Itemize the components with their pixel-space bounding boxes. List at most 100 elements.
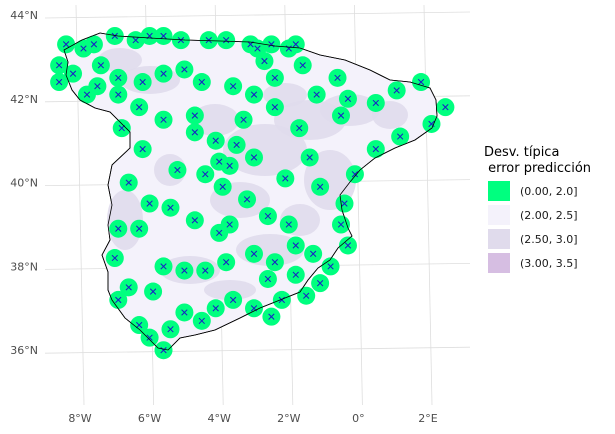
- station-marker-38: [397, 133, 404, 140]
- station-marker-80: [118, 124, 125, 132]
- station-marker-2: [90, 41, 98, 48]
- station-marker-8: [223, 36, 230, 44]
- station-marker-83: [146, 200, 153, 207]
- station-marker-29: [299, 62, 306, 69]
- station-marker-7: [205, 36, 212, 44]
- station-marker-51: [229, 296, 237, 304]
- station-marker-76: [212, 137, 219, 144]
- station-marker-34: [393, 87, 400, 94]
- station-marker-16: [55, 78, 63, 86]
- station-marker-20: [115, 74, 122, 82]
- station-marker-17: [69, 70, 77, 77]
- legend-label-3: (3.00, 3.5]: [520, 257, 578, 270]
- station-marker-93: [271, 104, 279, 111]
- station-marker-42: [337, 221, 345, 228]
- station-marker-3: [111, 32, 118, 40]
- station-marker-35: [417, 78, 425, 86]
- station-marker-87: [160, 263, 167, 270]
- station-markers: [50, 26, 455, 360]
- station-marker-102: [115, 91, 122, 98]
- station-marker-11: [268, 41, 275, 48]
- legend-title-line1: Desv. típica: [484, 145, 559, 160]
- y-tick-label-2: 40°N: [10, 177, 38, 190]
- station-marker-18: [83, 91, 91, 98]
- station-marker-30: [313, 91, 320, 98]
- station-marker-22: [160, 70, 167, 77]
- legend: Desv. típica error predicción (0.00, 2.0…: [484, 145, 591, 273]
- station-marker-52: [212, 305, 219, 312]
- station-marker-36: [442, 104, 449, 111]
- station-marker-67: [292, 242, 299, 249]
- station-marker-26: [250, 91, 258, 98]
- station-marker-48: [278, 296, 285, 304]
- x-tick-label-1: 6°W: [138, 412, 161, 425]
- grid-line-lon-5: [423, 4, 433, 406]
- grid-line-lat-0: [44, 11, 471, 19]
- station-marker-66: [271, 259, 279, 266]
- x-tick-label-5: 2°E: [418, 412, 437, 425]
- station-marker-55: [167, 326, 174, 333]
- station-marker-39: [372, 145, 379, 153]
- station-marker-65: [250, 250, 258, 257]
- station-marker-40: [351, 171, 359, 178]
- x-tick-label-4: 0°: [352, 412, 365, 425]
- station-marker-82: [125, 179, 132, 186]
- station-marker-62: [181, 267, 188, 274]
- y-tick-label-3: 38°N: [10, 260, 38, 273]
- station-marker-28: [271, 74, 279, 82]
- x-tick-label-0: 8°W: [68, 412, 91, 425]
- legend-key-2: [488, 229, 510, 249]
- station-marker-63: [202, 267, 209, 274]
- station-marker-97: [240, 116, 247, 123]
- station-marker-74: [226, 162, 233, 169]
- station-marker-15: [55, 62, 63, 69]
- patch-high-error-12: [204, 280, 256, 300]
- legend-label-1: (2.00, 2.5]: [520, 209, 578, 222]
- station-marker-25: [229, 83, 237, 90]
- station-marker-13: [292, 41, 299, 48]
- station-marker-57: [146, 334, 153, 341]
- station-marker-61: [149, 288, 157, 295]
- station-marker-89: [216, 229, 223, 237]
- station-marker-105: [226, 221, 233, 228]
- station-marker-71: [219, 183, 226, 190]
- station-marker-1: [80, 45, 87, 52]
- legend-label-2: (2.50, 3.0]: [520, 233, 578, 246]
- station-marker-79: [136, 104, 143, 111]
- station-marker-103: [97, 62, 105, 69]
- station-marker-81: [139, 145, 146, 153]
- station-marker-98: [264, 275, 272, 283]
- station-marker-94: [306, 154, 313, 161]
- station-marker-41: [341, 200, 348, 207]
- station-marker-32: [344, 95, 352, 102]
- station-marker-45: [316, 280, 324, 287]
- station-marker-84: [167, 204, 174, 211]
- x-tick-label-3: 2°W: [277, 412, 300, 425]
- station-marker-95: [282, 175, 289, 182]
- station-marker-54: [181, 309, 188, 316]
- x-tick-label-2: 4°W: [208, 412, 231, 425]
- station-marker-77: [191, 112, 198, 119]
- station-marker-64: [223, 259, 230, 266]
- station-marker-21: [139, 78, 146, 86]
- legend-title-line2: error predicción: [484, 161, 591, 176]
- station-marker-53: [198, 317, 205, 325]
- station-marker-72: [202, 171, 209, 178]
- station-marker-86: [115, 225, 122, 232]
- station-marker-96: [250, 154, 258, 161]
- y-tick-label-1: 42°N: [10, 93, 38, 106]
- station-marker-43: [344, 242, 352, 249]
- legend-key-1: [488, 205, 510, 225]
- station-marker-88: [111, 254, 118, 262]
- station-marker-27: [261, 57, 268, 65]
- station-marker-47: [292, 271, 299, 278]
- station-marker-99: [310, 250, 317, 257]
- station-marker-49: [268, 313, 275, 320]
- station-marker-60: [125, 284, 132, 291]
- station-marker-73: [216, 158, 223, 165]
- patch-high-error-0: [223, 124, 307, 176]
- station-marker-58: [136, 321, 143, 329]
- station-marker-10: [254, 45, 261, 52]
- station-marker-91: [337, 112, 345, 119]
